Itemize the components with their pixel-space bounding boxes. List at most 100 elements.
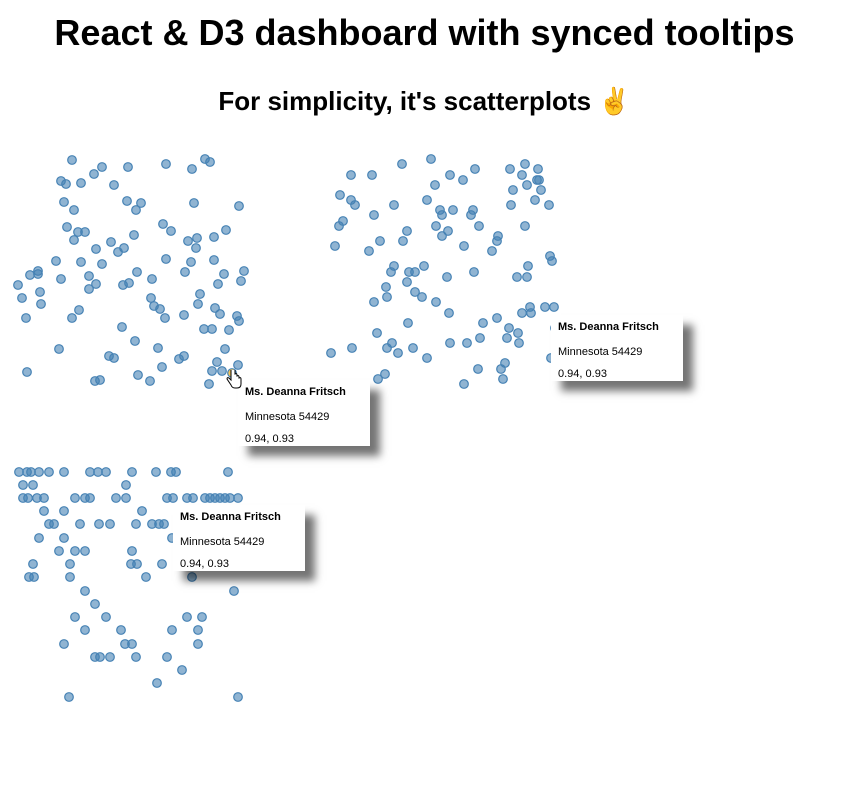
data-point[interactable] (422, 195, 432, 205)
data-point[interactable] (80, 625, 90, 635)
data-point[interactable] (54, 344, 64, 354)
data-point[interactable] (129, 230, 139, 240)
data-point[interactable] (157, 559, 167, 569)
data-point[interactable] (69, 205, 79, 215)
data-point[interactable] (220, 344, 230, 354)
data-point[interactable] (350, 200, 360, 210)
data-point[interactable] (34, 533, 44, 543)
data-point[interactable] (225, 493, 235, 503)
data-point[interactable] (233, 360, 243, 370)
data-point[interactable] (335, 190, 345, 200)
data-point[interactable] (459, 241, 469, 251)
data-point[interactable] (209, 255, 219, 265)
data-point[interactable] (127, 467, 137, 477)
data-point[interactable] (549, 302, 559, 312)
data-point[interactable] (65, 559, 75, 569)
data-point[interactable] (522, 180, 532, 190)
data-point[interactable] (502, 333, 512, 343)
data-point[interactable] (162, 652, 172, 662)
data-point[interactable] (159, 519, 169, 529)
data-point[interactable] (29, 572, 39, 582)
data-point[interactable] (492, 313, 502, 323)
data-point[interactable] (219, 269, 229, 279)
data-point[interactable] (496, 364, 506, 374)
data-point[interactable] (419, 261, 429, 271)
data-point[interactable] (21, 313, 31, 323)
data-point[interactable] (23, 493, 33, 503)
data-point[interactable] (35, 287, 45, 297)
data-point[interactable] (131, 652, 141, 662)
data-point[interactable] (386, 267, 396, 277)
data-point[interactable] (517, 170, 527, 180)
data-point[interactable] (193, 625, 203, 635)
data-point[interactable] (152, 678, 162, 688)
data-point[interactable] (106, 237, 116, 247)
data-point[interactable] (85, 493, 95, 503)
data-point[interactable] (84, 271, 94, 281)
data-point[interactable] (402, 226, 412, 236)
data-point[interactable] (141, 572, 151, 582)
data-point[interactable] (442, 272, 452, 282)
data-point[interactable] (207, 324, 217, 334)
data-point[interactable] (67, 155, 77, 165)
data-point[interactable] (109, 353, 119, 363)
data-point[interactable] (517, 308, 527, 318)
data-point[interactable] (39, 506, 49, 516)
data-point[interactable] (224, 325, 234, 335)
data-point[interactable] (520, 159, 530, 169)
data-point[interactable] (13, 280, 23, 290)
data-point[interactable] (369, 297, 379, 307)
data-point[interactable] (473, 364, 483, 374)
data-point[interactable] (234, 316, 244, 326)
data-point[interactable] (410, 267, 420, 277)
data-point[interactable] (375, 236, 385, 246)
data-point[interactable] (28, 480, 38, 490)
data-point[interactable] (91, 244, 101, 254)
data-point[interactable] (215, 309, 225, 319)
data-point[interactable] (179, 351, 189, 361)
data-point[interactable] (34, 467, 44, 477)
data-point[interactable] (166, 226, 176, 236)
data-point[interactable] (475, 333, 485, 343)
data-point[interactable] (136, 198, 146, 208)
data-point[interactable] (59, 533, 69, 543)
data-point[interactable] (189, 198, 199, 208)
data-point[interactable] (492, 236, 502, 246)
data-point[interactable] (132, 267, 142, 277)
data-point[interactable] (74, 305, 84, 315)
data-point[interactable] (70, 493, 80, 503)
data-point[interactable] (205, 157, 215, 167)
data-point[interactable] (14, 467, 24, 477)
data-point[interactable] (171, 467, 181, 477)
data-point[interactable] (76, 178, 86, 188)
data-point[interactable] (508, 185, 518, 195)
data-point[interactable] (444, 308, 454, 318)
data-point[interactable] (131, 519, 141, 529)
data-point[interactable] (397, 159, 407, 169)
data-point[interactable] (504, 323, 514, 333)
data-point[interactable] (498, 374, 508, 384)
data-point[interactable] (160, 313, 170, 323)
data-point[interactable] (89, 169, 99, 179)
data-point[interactable] (513, 328, 523, 338)
data-point[interactable] (64, 692, 74, 702)
data-point[interactable] (51, 256, 61, 266)
data-point[interactable] (534, 175, 544, 185)
data-point[interactable] (70, 546, 80, 556)
data-point[interactable] (180, 267, 190, 277)
data-point[interactable] (109, 180, 119, 190)
data-point[interactable] (533, 164, 543, 174)
data-point[interactable] (167, 625, 177, 635)
data-point[interactable] (470, 164, 480, 174)
data-point[interactable] (67, 313, 77, 323)
data-point[interactable] (466, 210, 476, 220)
data-point[interactable] (36, 299, 46, 309)
data-point[interactable] (147, 274, 157, 284)
data-point[interactable] (393, 348, 403, 358)
data-point[interactable] (59, 467, 69, 477)
data-point[interactable] (487, 246, 497, 256)
data-point[interactable] (410, 287, 420, 297)
data-point[interactable] (18, 480, 28, 490)
data-point[interactable] (90, 599, 100, 609)
data-point[interactable] (514, 338, 524, 348)
